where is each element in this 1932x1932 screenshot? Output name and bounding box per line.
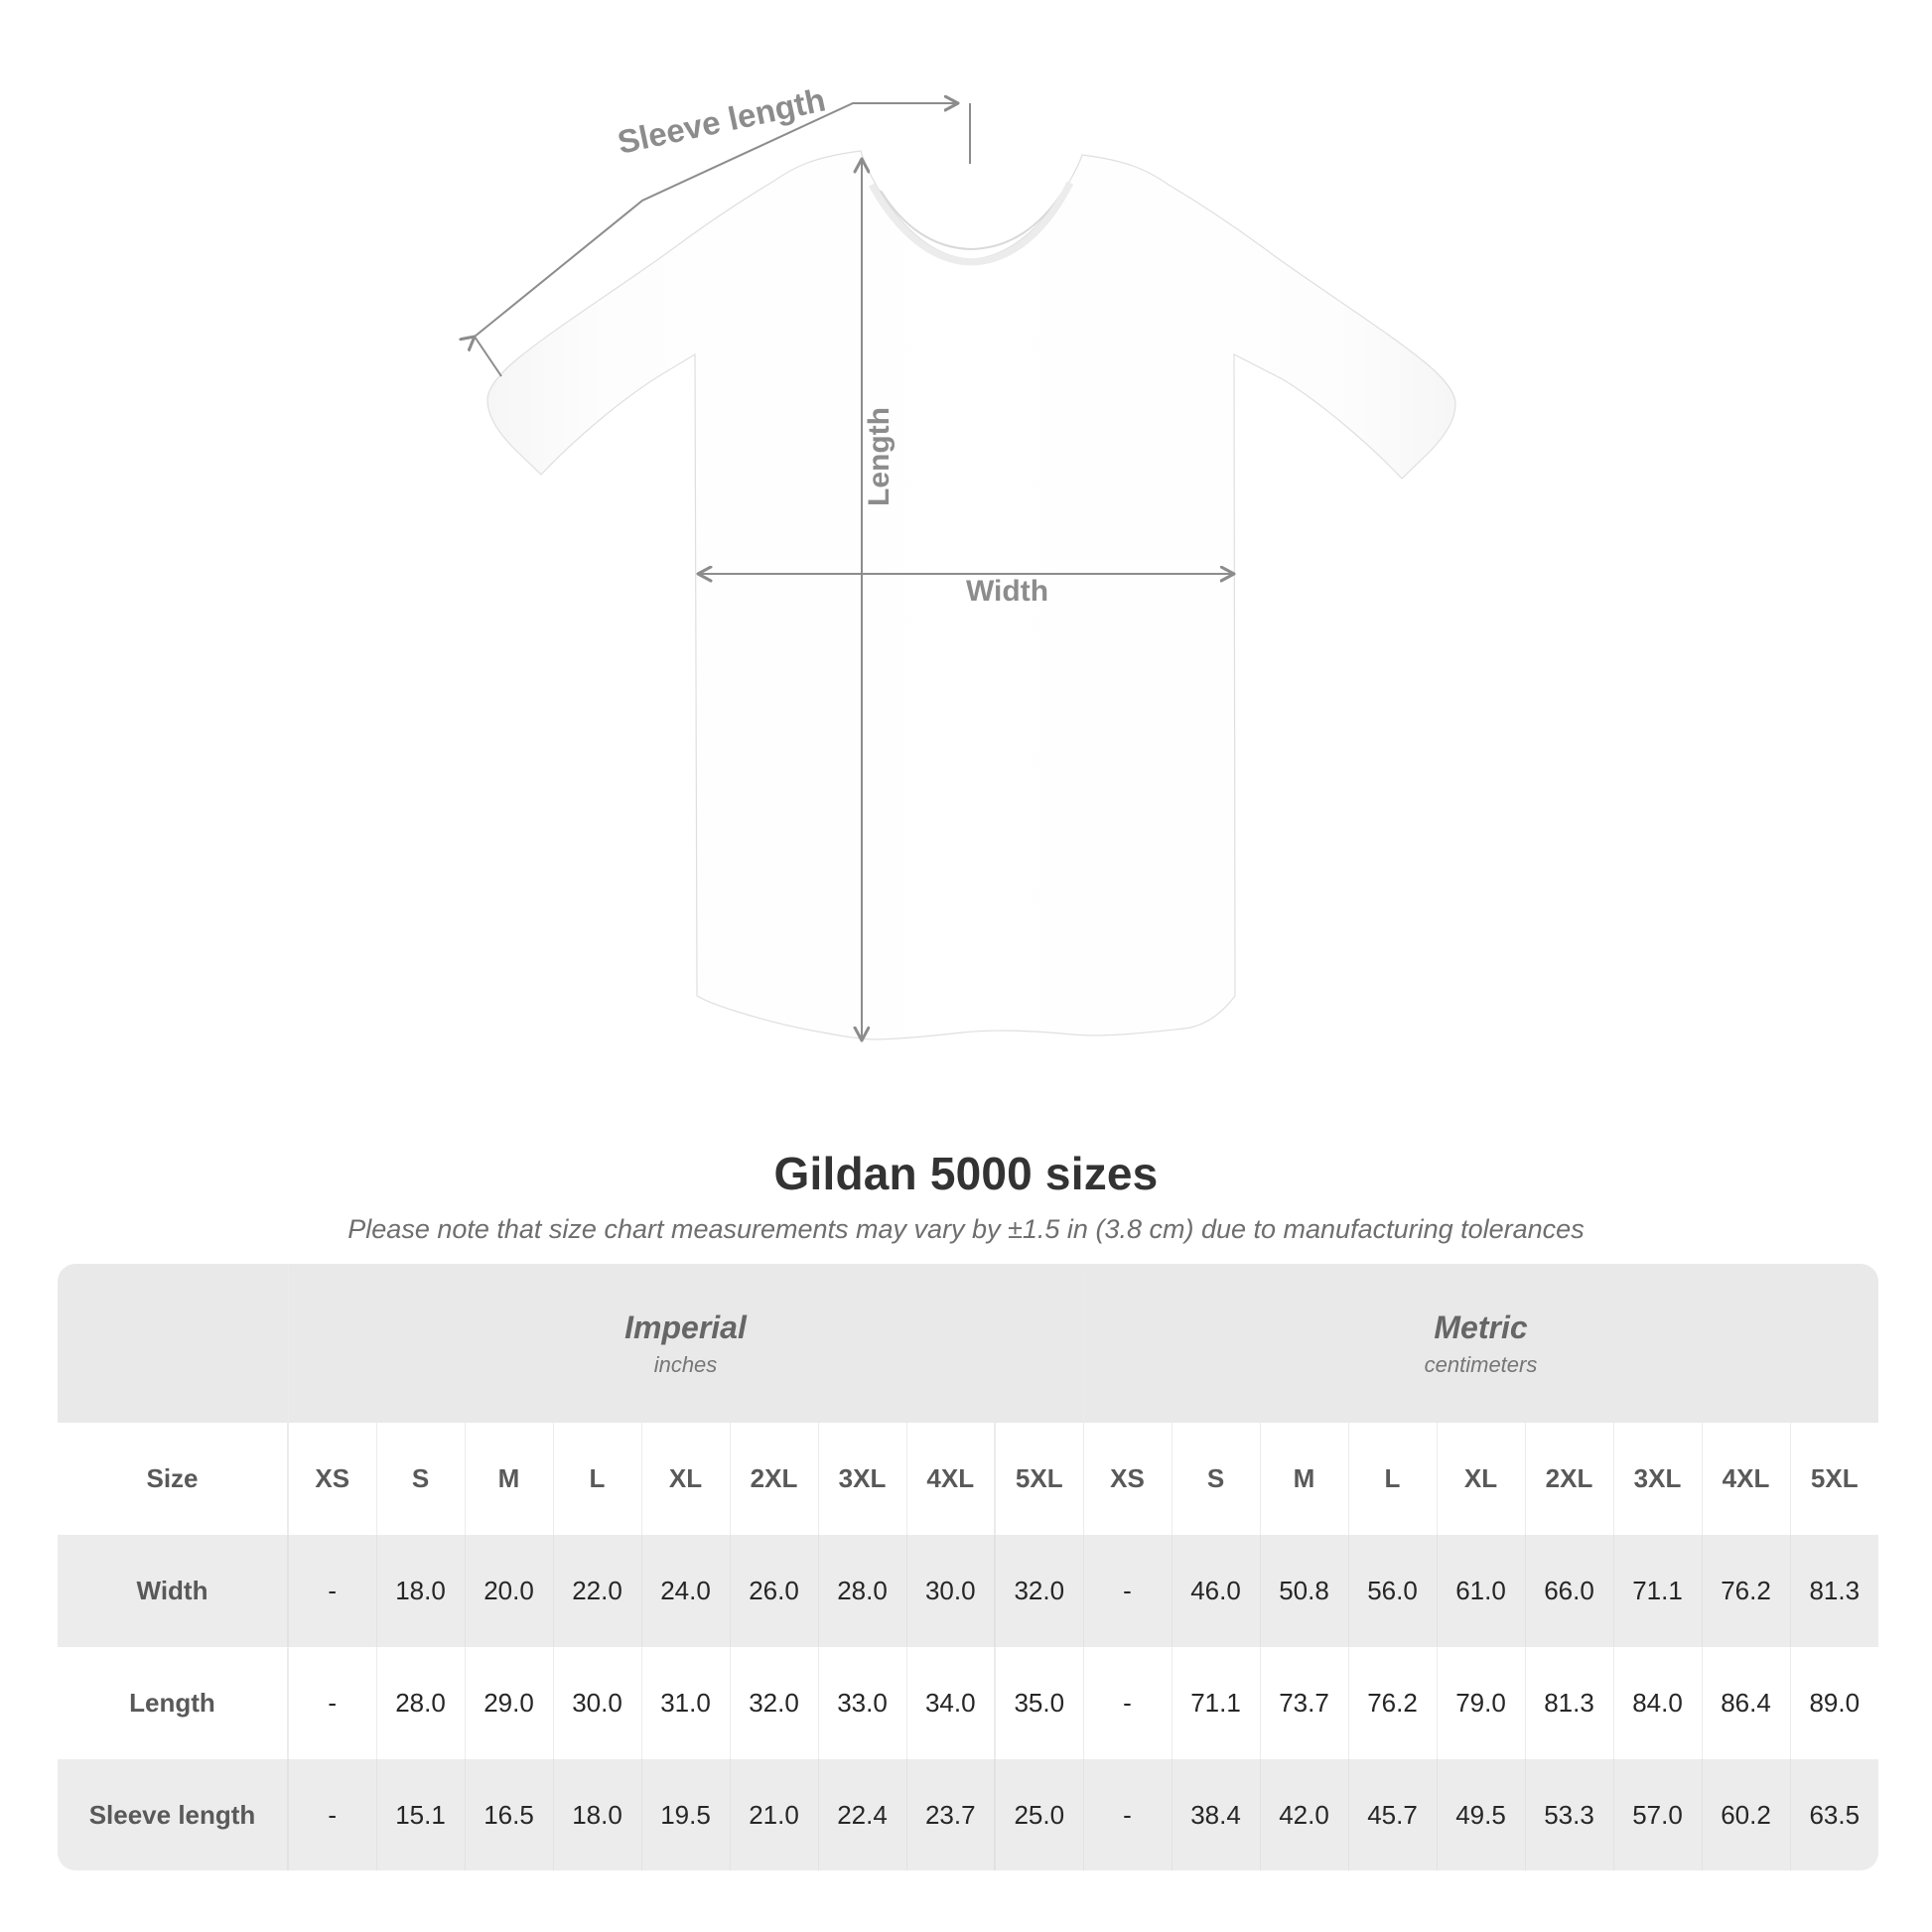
svg-text:Width: Width [966, 575, 1048, 608]
svg-text:Length: Length [863, 407, 896, 506]
svg-text:Sleeve length: Sleeve length [615, 80, 829, 160]
